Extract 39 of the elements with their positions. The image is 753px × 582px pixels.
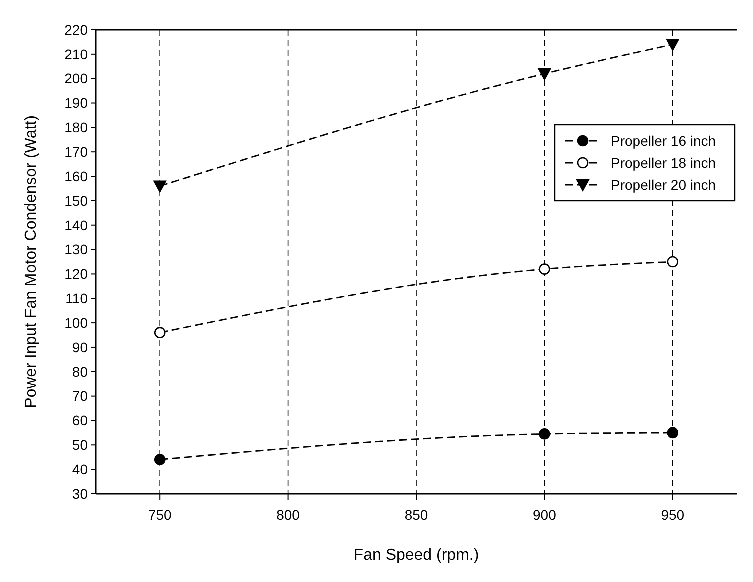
point [667,427,679,439]
y-tick-label: 180 [64,120,88,136]
x-tick-label: 800 [276,507,300,523]
y-tick-label: 200 [64,70,88,87]
y-tick-label: 190 [64,95,88,112]
y-tick-label: 50 [72,437,88,454]
x-tick-label: 750 [148,507,172,523]
y-tick-label: 170 [64,144,88,160]
y-tick-label: 120 [64,266,88,282]
point [154,180,167,193]
legend-label: Propeller 18 inch [611,154,716,171]
point [539,428,550,440]
x-tick-label: 850 [404,507,428,523]
point [666,39,680,52]
y-tick-label: 160 [64,168,88,184]
y-tick-label: 60 [72,412,88,429]
point [154,327,166,338]
y-tick-label: 30 [72,486,88,502]
y-tick-label: 70 [72,388,88,404]
point [667,256,679,268]
y-tick-label: 150 [64,192,88,209]
y-axis-title: Power Input Fan Motor Condensor (Watt) [23,116,40,408]
y-tick-label: 130 [64,242,88,258]
y-tick-label: 140 [64,217,88,234]
point [154,454,166,466]
y-tick-label: 90 [72,339,88,356]
point [539,264,550,275]
y-tick-label: 220 [64,22,88,38]
x-tick-label: 900 [533,507,557,523]
point [538,68,552,80]
y-tick-label: 40 [72,461,88,478]
x-axis-title: Fan Speed (rpm.) [354,547,480,564]
y-tick-label: 110 [66,290,88,307]
legend-label: Propeller 20 inch [611,176,716,193]
y-tick-label: 100 [64,314,88,331]
legend-label: Propeller 16 inch [611,132,716,149]
y-tick-label: 210 [64,46,88,62]
y-tick-label: 80 [72,364,88,380]
x-tick-label: 950 [661,507,685,523]
